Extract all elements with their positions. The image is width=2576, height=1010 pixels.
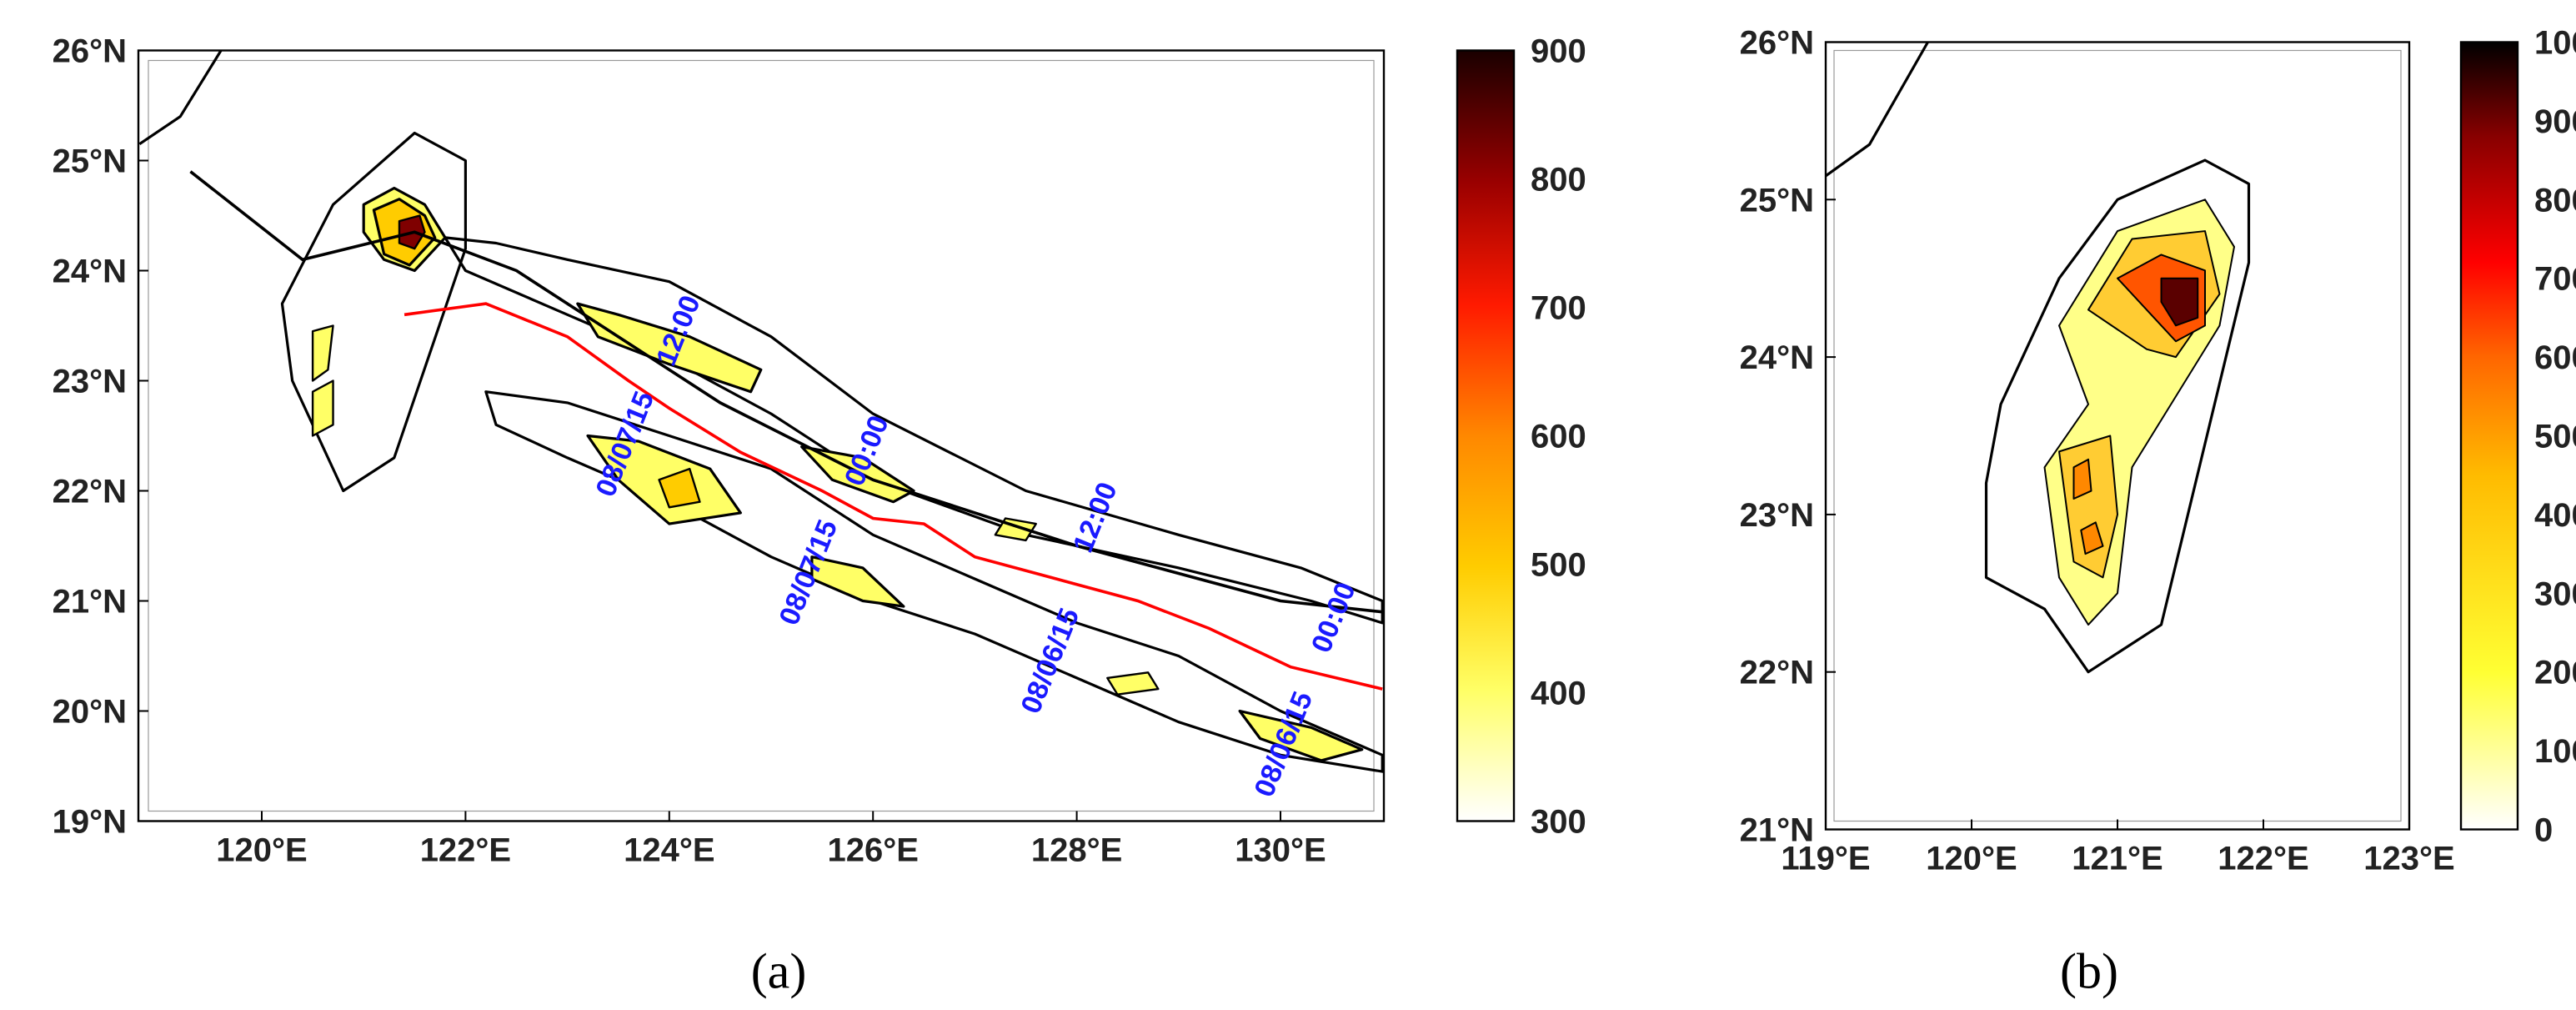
outer-contour-taiwan bbox=[1984, 158, 2251, 674]
x-tick-label: 128°E bbox=[1031, 832, 1122, 869]
panel-b-colorbar: 10009008007006005004003002001000 bbox=[2459, 25, 2576, 849]
contour-400 bbox=[1106, 671, 1160, 696]
panel-b-label: (b) bbox=[2060, 944, 2118, 999]
colorbar-tick-label: 400 bbox=[2534, 497, 2576, 534]
colorbar-tick-label: 800 bbox=[1531, 162, 1586, 198]
colorbar-tick-label: 300 bbox=[2534, 575, 2576, 612]
colorbar-tick-label: 500 bbox=[1531, 547, 1586, 584]
colorbar-tick-label: 800 bbox=[2534, 182, 2576, 219]
y-tick-label: 22°N bbox=[1740, 655, 1814, 691]
y-tick-label: 21°N bbox=[53, 584, 127, 621]
coastline bbox=[138, 49, 223, 146]
contour-500 bbox=[2080, 521, 2104, 555]
panel-a-colorbar: 900 800 700 600 500 400 300 bbox=[1456, 33, 1586, 841]
contour-900 bbox=[2160, 277, 2199, 327]
x-tick-label: 124°E bbox=[624, 832, 714, 869]
contour-400 bbox=[800, 445, 915, 504]
coastline bbox=[1825, 41, 1929, 178]
contour-500 bbox=[658, 467, 701, 509]
x-tick-label: 121°E bbox=[2072, 841, 2163, 877]
colorbar-tick-label: 100 bbox=[2534, 733, 2576, 770]
contour-400 bbox=[810, 555, 905, 608]
y-tick-label: 22°N bbox=[53, 474, 127, 510]
y-tick-label: 21°N bbox=[1740, 812, 1814, 849]
x-tick-label: 122°E bbox=[2218, 841, 2308, 877]
y-tick-label: 20°N bbox=[53, 694, 127, 731]
colorbar-tick-label: 400 bbox=[1531, 676, 1586, 712]
x-tick-label: 126°E bbox=[827, 832, 918, 869]
colorbar-tick-label: 500 bbox=[2534, 419, 2576, 455]
contour-400 bbox=[576, 302, 763, 394]
y-tick-label: 23°N bbox=[1740, 497, 1814, 534]
contour-400 bbox=[1238, 709, 1364, 762]
y-tick-label: 25°N bbox=[1740, 182, 1814, 219]
contour-500 bbox=[2072, 458, 2092, 500]
y-tick-label: 25°N bbox=[53, 143, 127, 180]
x-tick-label: 123°E bbox=[2363, 841, 2454, 877]
contour-400 bbox=[311, 379, 334, 437]
panel-b-map: 119°E 120°E 121°E 122°E 123°E 26°N 25°N 24°N 23°… bbox=[1740, 25, 2576, 999]
outer-contour-taiwan bbox=[280, 131, 468, 493]
black-track bbox=[189, 170, 1383, 614]
y-tick-label: 26°N bbox=[1740, 25, 1814, 62]
contour-400 bbox=[311, 324, 334, 382]
x-tick-label: 120°E bbox=[216, 832, 307, 869]
colorbar-tick-label: 700 bbox=[1531, 290, 1586, 327]
red-track bbox=[403, 302, 1383, 691]
colorbar-tick-label: 600 bbox=[1531, 419, 1586, 455]
y-tick-label: 24°N bbox=[53, 254, 127, 290]
colorbar-tick-label: 900 bbox=[2534, 103, 2576, 140]
panel-a-inner-frame bbox=[148, 59, 1375, 812]
panel-a-map: 08/07/1512:0008/07/1500:0008/06/1512:000… bbox=[53, 33, 1586, 999]
colorbar-tick-label: 900 bbox=[1531, 33, 1586, 70]
colorbar-tick-label: 1000 bbox=[2534, 25, 2576, 62]
colorbar-tick-label: 600 bbox=[2534, 339, 2576, 376]
y-tick-label: 24°N bbox=[1740, 339, 1814, 376]
colorbar-tick-label: 200 bbox=[2534, 655, 2576, 691]
outer-contour-band-south bbox=[484, 390, 1384, 773]
y-tick-label: 23°N bbox=[53, 364, 127, 400]
y-tick-label: 26°N bbox=[53, 33, 127, 70]
colorbar-tick-label: 700 bbox=[2534, 261, 2576, 298]
colorbar-tick-label: 0 bbox=[2534, 812, 2553, 849]
colorbar-tick-label: 300 bbox=[1531, 804, 1586, 841]
x-tick-label: 119°E bbox=[1781, 841, 1870, 877]
x-tick-label: 120°E bbox=[1926, 841, 2017, 877]
panel-a-label: (a) bbox=[751, 944, 807, 999]
panel-a-frame bbox=[137, 49, 1386, 822]
x-tick-label: 130°E bbox=[1235, 832, 1326, 869]
y-tick-label: 19°N bbox=[53, 804, 127, 841]
x-tick-label: 122°E bbox=[420, 832, 511, 869]
